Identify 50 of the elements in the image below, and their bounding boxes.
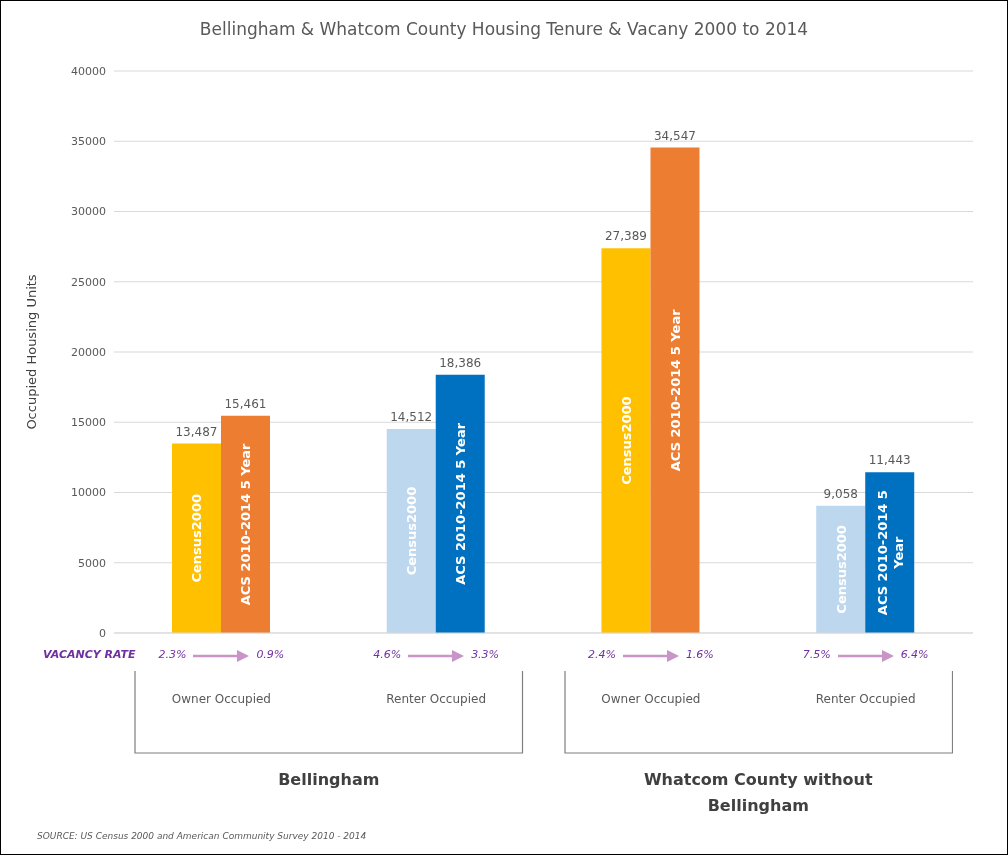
text: Whatcom County without Bellingham [642, 769, 874, 817]
text: Census2000 [833, 525, 849, 614]
bar [435, 374, 485, 633]
data-label: 13,487 [175, 424, 218, 439]
data-label: 18,386 [439, 355, 482, 370]
y-tick-label: 5000 [78, 556, 106, 570]
bar [816, 505, 866, 633]
y-tick-label: 20000 [71, 345, 106, 359]
bar [386, 429, 436, 633]
y-axis-title: Occupied Housing Units [23, 274, 39, 430]
bar [650, 147, 700, 633]
data-label: 11,443 [868, 453, 911, 468]
x-tick-label: Renter Occupied [815, 692, 916, 706]
y-tick-label: 30000 [71, 205, 106, 219]
y-tick-label: 40000 [71, 64, 106, 78]
x-tick-label: Owner Occupied [171, 692, 271, 706]
bar [171, 443, 221, 633]
text: Bellingham [277, 769, 381, 791]
text: 7.5% [801, 648, 831, 661]
text: Census2000 [618, 396, 634, 485]
text: Census2000 [404, 486, 420, 576]
text: 2.3% [157, 648, 187, 661]
text: 2.4% [586, 648, 616, 661]
data-label: 9,058 [823, 486, 858, 501]
bar [220, 415, 270, 633]
x-tick-label: Owner Occupied [601, 692, 701, 706]
text: 6.4% [900, 648, 929, 661]
y-tick-label: 25000 [71, 275, 106, 289]
text: VACANCY RATE [43, 648, 136, 661]
text: ACS 2010-2014 5 Year [238, 443, 254, 606]
series-label: Census2000 [189, 493, 205, 583]
bar [601, 248, 651, 633]
text: 0.9% [256, 648, 285, 661]
y-tick-label: 10000 [71, 486, 106, 500]
source-note: SOURCE: US Census 2000 and American Community Survey 2010 - 2014 [37, 831, 367, 841]
y-tick-label: 0 [99, 626, 106, 640]
y-tick-label: 35000 [71, 135, 106, 149]
data-label: 34,547 [653, 128, 696, 143]
text: 3.3% [471, 648, 500, 661]
series-label: ACS 2010-2014 5 Year [874, 490, 906, 616]
text: 1.6% [685, 648, 714, 661]
text: ACS 2010-2014 5 Year [453, 422, 469, 585]
text: 4.6% [372, 648, 402, 661]
chart-title: Bellingham & Whatcom County Housing Tenure & Vacany 2000 to 2014 [198, 19, 810, 39]
x-tick-label: Renter Occupied [386, 692, 487, 706]
y-tick-label: 15000 [71, 416, 106, 430]
data-label: 15,461 [224, 396, 267, 411]
data-label: 14,512 [390, 410, 433, 425]
text: ACS 2010-2014 5 Year [667, 309, 683, 472]
data-label: 27,389 [604, 229, 647, 244]
